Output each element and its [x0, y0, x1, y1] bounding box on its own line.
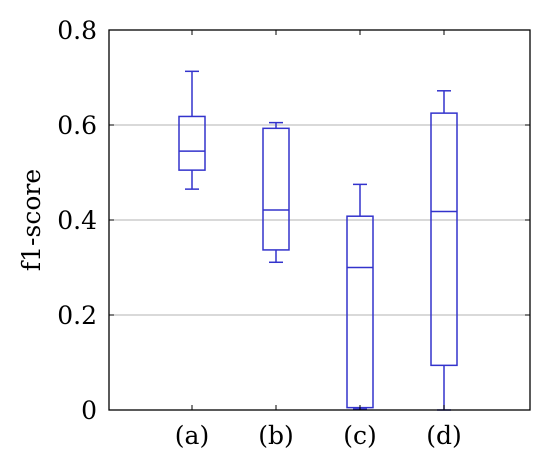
y-tick-label: 0.4: [57, 206, 97, 235]
box-plot-series: [178, 70, 458, 411]
box-2: [262, 121, 290, 264]
grid-lines: [109, 124, 530, 316]
iqr-box: [262, 127, 290, 251]
y-tick-label: 0.2: [57, 301, 97, 330]
y-tick-label: 0.8: [57, 16, 97, 45]
box-1: [178, 70, 206, 190]
iqr-box: [430, 112, 458, 367]
y-axis-label: f1-score: [17, 169, 46, 271]
y-tick-label: 0.6: [57, 111, 97, 140]
x-tick-label: (b): [258, 421, 294, 450]
box-3: [346, 183, 374, 410]
iqr-box: [346, 215, 374, 409]
iqr-box: [178, 115, 206, 171]
box-4: [430, 90, 458, 411]
x-tick-label: (d): [426, 421, 462, 450]
y-axis-ticks: 0 0.2 0.4 0.6 0.8: [57, 16, 530, 425]
y-tick-label: 0: [81, 396, 97, 425]
x-tick-label: (c): [343, 421, 377, 450]
x-tick-label: (a): [175, 421, 209, 450]
x-axis-ticks: (a) (b) (c) (d): [175, 30, 462, 450]
